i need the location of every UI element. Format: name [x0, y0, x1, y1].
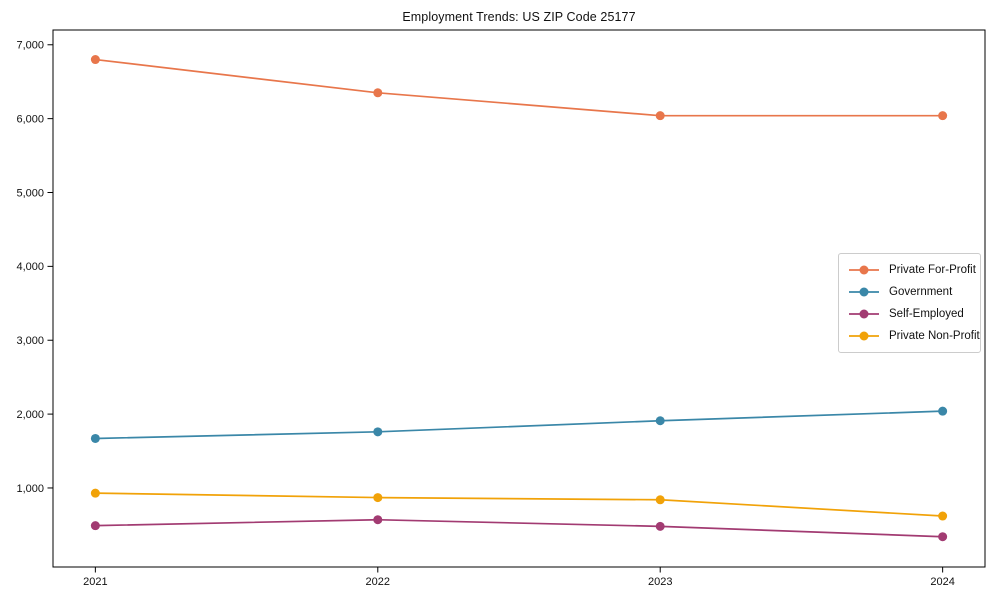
legend-label: Government	[889, 286, 953, 298]
series-marker	[655, 495, 665, 505]
x-tick-label: 2023	[648, 576, 672, 588]
series-marker	[655, 111, 665, 121]
series-line	[95, 410, 943, 440]
y-tick-label: 2,000	[16, 409, 44, 421]
series-marker	[90, 55, 100, 65]
y-tick-label: 1,000	[16, 483, 44, 495]
series-marker	[373, 88, 383, 98]
series-marker	[938, 111, 948, 121]
y-tick-label: 7,000	[16, 40, 44, 52]
x-tick-label: 2021	[83, 576, 107, 588]
series-marker	[938, 406, 948, 416]
legend-label: Private Non-Profit	[889, 330, 980, 342]
y-tick-label: 3,000	[16, 335, 44, 347]
legend-item: Government	[848, 281, 972, 303]
series-marker	[655, 416, 665, 426]
y-tick-label: 4,000	[16, 261, 44, 273]
legend-label: Self-Employed	[889, 308, 964, 320]
series-marker	[90, 433, 100, 443]
chart-title: Employment Trends: US ZIP Code 25177	[402, 10, 636, 24]
series-line	[95, 58, 943, 117]
series-marker	[938, 511, 948, 521]
series-marker	[938, 532, 948, 542]
legend-marker-icon	[849, 331, 879, 341]
series-line	[95, 492, 943, 517]
legend-label: Private For-Profit	[889, 264, 976, 276]
series-marker	[90, 488, 100, 498]
chart-legend: Private For-Profit Government Self-Employe…	[838, 253, 981, 353]
series-marker	[373, 427, 383, 437]
y-tick-label: 5,000	[16, 187, 44, 199]
series-marker	[90, 521, 100, 531]
legend-marker-icon	[849, 265, 879, 275]
legend-item: Private Non-Profit	[848, 325, 980, 347]
series-line	[95, 518, 943, 538]
legend-item: Self-Employed	[848, 303, 972, 325]
legend-marker-icon	[849, 287, 879, 297]
series-marker	[655, 521, 665, 531]
series-marker	[373, 493, 383, 503]
x-tick-label: 2024	[930, 576, 954, 588]
x-tick-label: 2022	[366, 576, 390, 588]
axes-frame	[52, 29, 986, 568]
legend-item: Private For-Profit	[848, 259, 976, 281]
y-tick-label: 6,000	[16, 113, 44, 125]
legend-marker-icon	[849, 309, 879, 319]
series-marker	[373, 515, 383, 525]
